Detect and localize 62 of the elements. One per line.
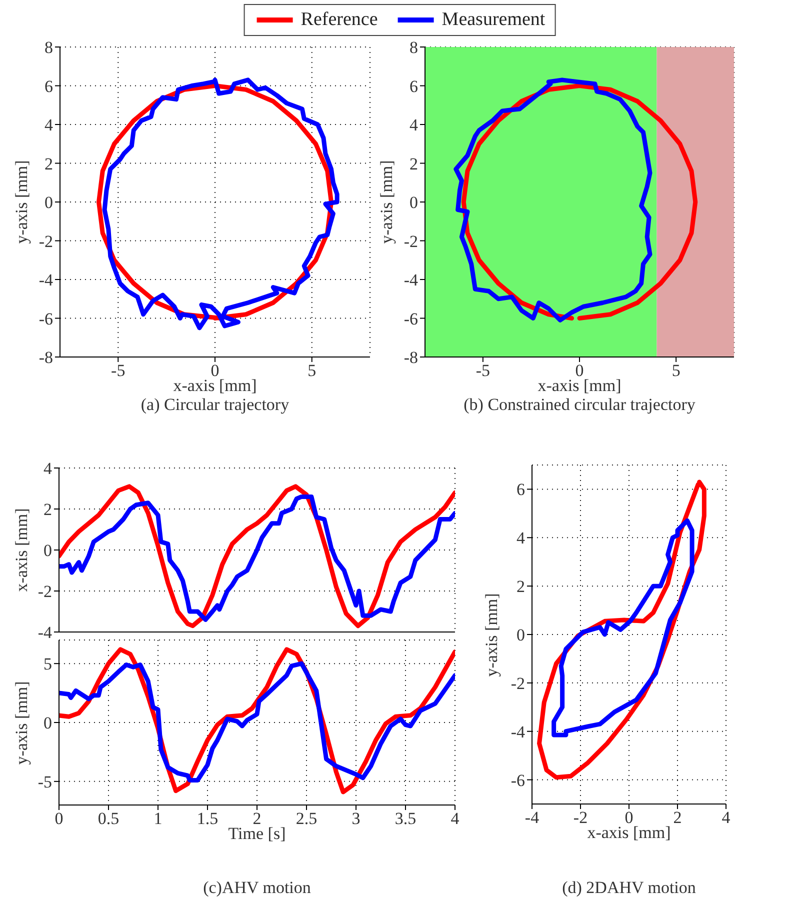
y-axis-title: y-axis [mm] [12, 160, 32, 244]
y-axis-title: y-axis [mm] [482, 592, 502, 676]
x-tick-label: 5 [308, 361, 316, 380]
y-tick-label: 0 [410, 193, 418, 212]
y-tick-label: 2 [44, 154, 53, 174]
legend-label: Measurement [442, 9, 546, 31]
y-tick-label: 0 [516, 626, 525, 645]
y-tick-label: 2 [44, 500, 52, 520]
y-tick-label: -4 [38, 623, 52, 642]
y-tick-label: 4 [44, 459, 52, 478]
x-tick-label: 3 [352, 809, 360, 828]
x-tick-label: 3.5 [394, 809, 416, 828]
legend-label: Reference [300, 9, 378, 31]
x-tick-label: 0.5 [98, 809, 120, 828]
y-tick-label: -4 [404, 270, 418, 290]
y-tick-label: 0 [44, 541, 52, 560]
y-tick-label: 6 [410, 76, 418, 96]
text: (a) Circular trajectory [140, 395, 290, 415]
y-tick-label: -4 [510, 722, 526, 742]
x-tick-label: -5 [476, 361, 490, 380]
y-tick-label: 0 [44, 714, 52, 733]
y-axis-title: y-axis [mm] [377, 160, 397, 244]
text: (c)AHV motion [203, 878, 311, 898]
x-tick-label: 2 [673, 808, 682, 828]
y-tick-label: -8 [404, 348, 418, 368]
y-tick-label: 4 [516, 528, 526, 548]
y-axis-title: y-axis [mm] [12, 680, 32, 764]
y-tick-label: 0 [44, 193, 53, 212]
line-series [59, 661, 455, 782]
y-tick-label: -6 [38, 309, 53, 328]
line-series [552, 518, 694, 738]
x-tick-label: 1.5 [196, 809, 218, 828]
y-tick-label: 8 [44, 38, 53, 58]
y-tick-label: -2 [510, 674, 525, 693]
y-tick-label: -2 [38, 232, 53, 251]
y-tick-label: 6 [44, 76, 53, 96]
y-tick-label: -2 [404, 232, 418, 251]
x-tick-label: -2 [573, 808, 588, 828]
y-tick-label: -5 [38, 772, 52, 792]
y-tick-label: 5 [44, 654, 52, 674]
y-tick-label: 4 [44, 116, 54, 135]
line-series [461, 84, 698, 320]
y-tick-label: 2 [410, 154, 418, 174]
y-tick-label: 6 [516, 480, 525, 500]
y-tick-label: -2 [38, 582, 52, 602]
text: (b) Constrained circular trajectory [464, 395, 696, 415]
y-tick-label: 8 [410, 38, 418, 58]
x-tick-label: 4 [450, 809, 460, 828]
x-tick-label: 1 [154, 809, 162, 828]
y-axis-title: x-axis [mm] [12, 508, 32, 592]
y-tick-label: -6 [510, 770, 525, 790]
y-tick-label: 4 [410, 116, 418, 135]
y-tick-label: -6 [404, 309, 418, 328]
x-tick-label: 4 [722, 808, 731, 828]
x-tick-label: -5 [111, 361, 126, 380]
x-tick-label: 5 [672, 361, 680, 380]
y-tick-label: -4 [38, 270, 54, 290]
x-tick-label: 2.5 [296, 809, 318, 828]
text: (d) 2DAHV motion [562, 878, 696, 898]
line-series [454, 78, 652, 322]
y-tick-label: -8 [38, 348, 53, 368]
y-tick-label: 2 [516, 577, 525, 596]
